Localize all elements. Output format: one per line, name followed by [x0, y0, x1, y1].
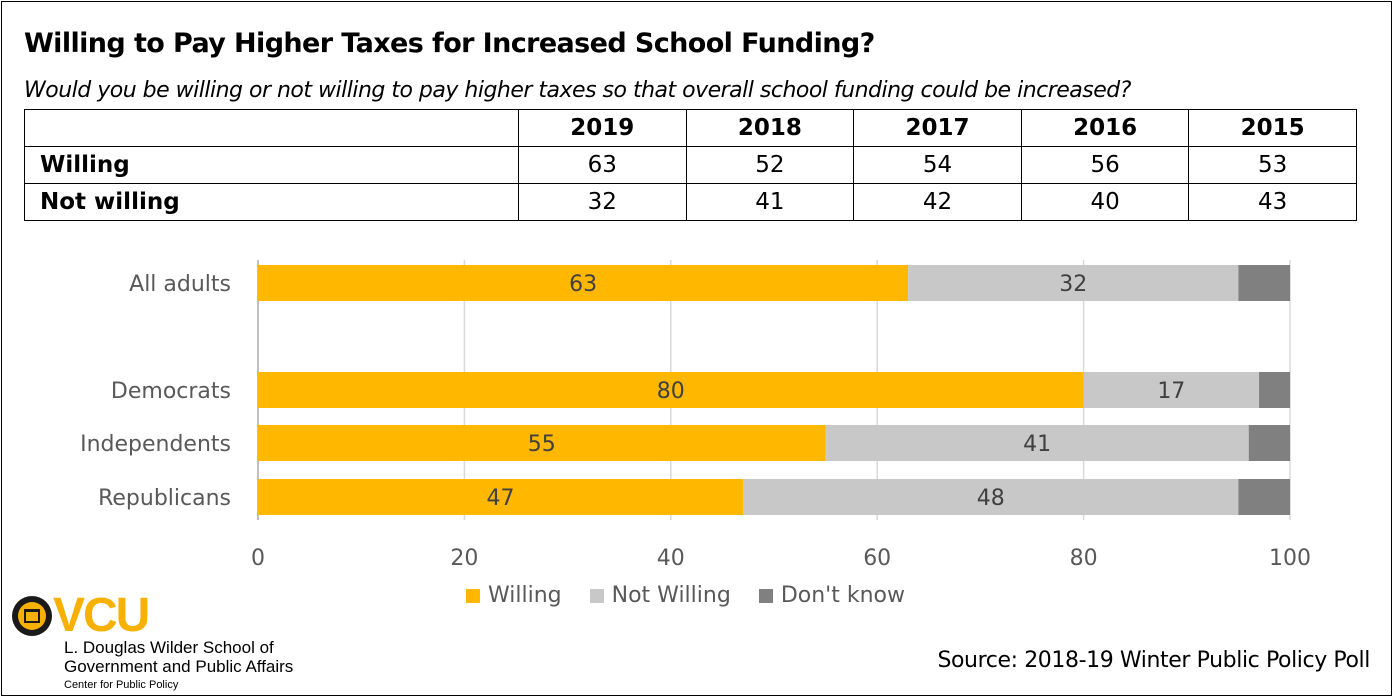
legend-swatch-willing — [466, 588, 480, 603]
year-header: 2017 — [853, 109, 1022, 147]
stacked-bar-chart: All adults 63 32 Democrats 80 17 Independents 5… — [80, 260, 1311, 571]
data-label: 47 — [487, 486, 515, 511]
table-cell: 32 — [518, 183, 687, 221]
chart-legend: Willing Not Willing Don't know — [466, 583, 933, 608]
category-label: All adults — [129, 272, 231, 297]
bar-segment-willing — [258, 265, 909, 301]
table-cell: 43 — [1188, 183, 1357, 221]
data-label: 55 — [528, 432, 556, 457]
table-cell: 54 — [853, 146, 1022, 184]
data-label: 80 — [657, 379, 685, 404]
x-tick-label: 20 — [450, 546, 478, 571]
data-label: 48 — [977, 486, 1005, 511]
table-row: Not willing 32 41 42 40 43 — [24, 183, 1357, 221]
x-tick-label: 100 — [1269, 546, 1311, 571]
year-header: 2016 — [1020, 109, 1190, 147]
legend-item-not-willing: Not Willing — [589, 583, 731, 608]
bar-segment-willing — [258, 425, 826, 461]
table-cell: 41 — [685, 183, 855, 221]
category-label: Democrats — [111, 379, 231, 404]
table-cell: 53 — [1188, 146, 1357, 184]
legend-label: Willing — [488, 583, 562, 608]
logo-wordmark: VCU — [53, 589, 150, 642]
data-label: 41 — [1023, 432, 1051, 457]
table-cell: 56 — [1020, 146, 1190, 184]
table-cell: 52 — [685, 146, 855, 184]
row-label: Not willing — [24, 183, 519, 221]
bar-segment-willing — [258, 479, 744, 515]
year-header: 2015 — [1188, 109, 1357, 147]
data-label: 17 — [1157, 379, 1185, 404]
table-cell: 42 — [853, 183, 1022, 221]
x-tick-label: 40 — [657, 546, 685, 571]
bar-segment-not-willing — [743, 479, 1239, 515]
x-tick-label: 0 — [251, 546, 265, 571]
logo-school-name: L. Douglas Wilder School of — [64, 638, 274, 657]
table-row: Willing 63 52 54 56 53 — [24, 146, 1357, 184]
legend-label: Don't know — [780, 583, 905, 608]
year-header: 2018 — [685, 109, 855, 147]
table-header-row: 2019 2018 2017 2016 2015 — [24, 109, 1357, 147]
table-cell: 63 — [518, 146, 687, 184]
bar-segment-don-t-know — [1259, 372, 1290, 408]
bar-segment-not-willing — [1083, 372, 1260, 408]
legend-swatch-not-willing — [589, 588, 604, 603]
bar-segment-not-willing — [908, 265, 1239, 301]
bar-segment-don-t-know — [1248, 425, 1290, 461]
bar-segment-don-t-know — [1238, 265, 1290, 301]
category-label: Independents — [80, 432, 231, 457]
year-header: 2019 — [518, 109, 687, 147]
bar-segment-not-willing — [825, 425, 1249, 461]
university-seal-icon — [12, 596, 52, 636]
survey-question: Would you be willing or not willing to p… — [24, 78, 1131, 103]
legend-item-willing: Willing — [466, 583, 562, 608]
legend-label: Not Willing — [611, 583, 731, 608]
logo-school-name-2: Government and Public Affairs — [64, 657, 294, 676]
logo-center-name: Center for Public Policy — [64, 679, 179, 691]
legend-swatch-dont-know — [758, 588, 773, 603]
summary-table: 2019 2018 2017 2016 2015 Willing 63 52 5… — [24, 109, 1357, 221]
table-corner-cell — [24, 109, 519, 147]
data-label: 32 — [1059, 272, 1087, 297]
page-title: Willing to Pay Higher Taxes for Increase… — [24, 28, 875, 59]
bar-segment-don-t-know — [1238, 479, 1290, 515]
bar-segment-willing — [258, 372, 1084, 408]
source-note: Source: 2018-19 Winter Public Policy Pol… — [937, 648, 1370, 673]
x-tick-label: 80 — [1070, 546, 1098, 571]
data-label: 63 — [569, 272, 597, 297]
x-tick-label: 60 — [863, 546, 891, 571]
category-label: Republicans — [98, 486, 231, 511]
legend-item-dont-know: Don't know — [758, 583, 905, 608]
row-label: Willing — [24, 146, 519, 184]
table-cell: 40 — [1020, 183, 1190, 221]
